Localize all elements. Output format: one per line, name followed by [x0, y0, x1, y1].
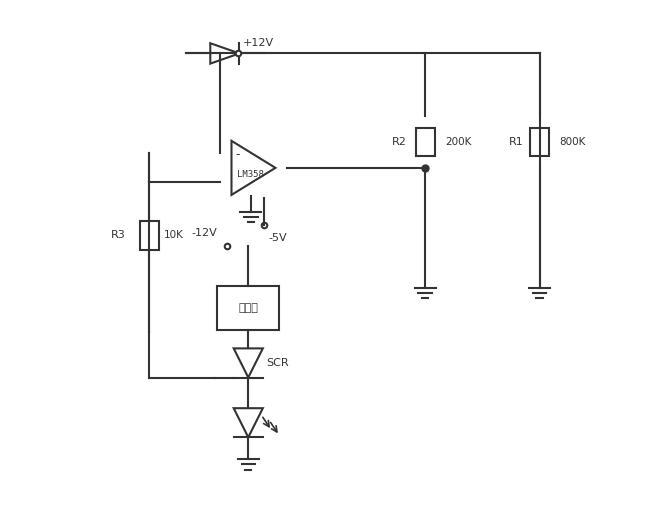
Text: 800K: 800K	[560, 137, 585, 147]
Bar	[140, 221, 158, 250]
Text: R1: R1	[509, 137, 524, 147]
Text: 10K: 10K	[164, 231, 184, 241]
Bar	[416, 128, 434, 156]
Text: 继电器: 继电器	[238, 303, 258, 313]
Text: -5V: -5V	[268, 233, 286, 243]
Text: R2: R2	[392, 137, 406, 147]
Text: 200K: 200K	[445, 137, 471, 147]
Text: +12V: +12V	[243, 38, 274, 48]
Text: LM358: LM358	[237, 169, 265, 178]
Text: R3: R3	[111, 231, 126, 241]
Text: -: -	[235, 148, 240, 161]
Text: SCR: SCR	[267, 358, 289, 368]
Bar	[530, 128, 549, 156]
Text: -12V: -12V	[191, 228, 217, 238]
Bar	[217, 286, 280, 331]
